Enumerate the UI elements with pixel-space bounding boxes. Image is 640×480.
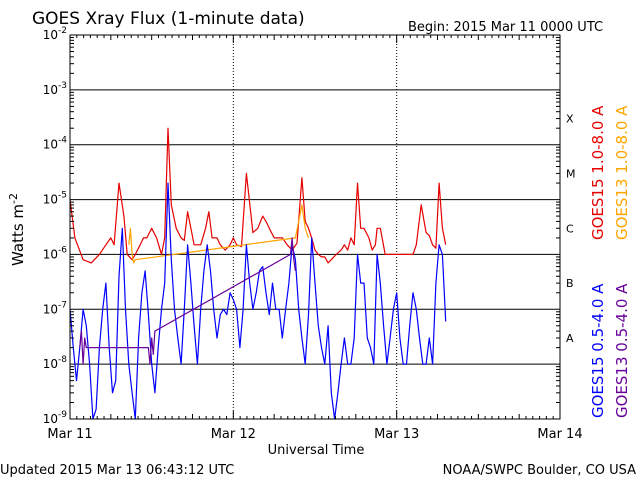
y-tick-label-base: 10 (43, 28, 58, 42)
y-axis-label-text: Watts m (9, 204, 27, 266)
y-tick-label: 10-4 (43, 136, 68, 152)
flare-class-label: M (566, 167, 576, 180)
x-tick-label: Mar 13 (374, 427, 419, 442)
y-tick-label: 10-2 (43, 26, 67, 42)
y-tick-label: 10-5 (43, 191, 67, 207)
x-axis-label: Universal Time (268, 443, 365, 458)
series-line-2 (128, 204, 310, 264)
legend-entry: GOES13 0.5-4.0 A (613, 283, 631, 418)
legend-entry: GOES15 0.5-4.0 A (589, 283, 607, 418)
y-axis-label: Watts m-2 (7, 193, 27, 266)
y-tick-label-exponent: -8 (58, 355, 67, 365)
y-tick-label-exponent: -2 (58, 26, 67, 36)
legend-entry: GOES15 1.0-8.0 A (589, 105, 607, 240)
y-axis-label-exponent: -2 (7, 193, 20, 204)
y-tick-label: 10-8 (43, 355, 68, 371)
x-tick-label: Mar 12 (211, 427, 256, 442)
x-tick-label: Mar 14 (537, 427, 582, 442)
flare-class-label: C (566, 222, 574, 235)
y-tick-label-base: 10 (43, 83, 58, 97)
chart-title: GOES Xray Flux (1-minute data) (32, 9, 305, 29)
y-tick-label-base: 10 (43, 412, 58, 426)
y-tick-label-exponent: -7 (58, 300, 67, 310)
flare-class-label: A (566, 332, 574, 345)
axes (69, 34, 561, 420)
series-layer (69, 127, 447, 420)
plot-frame (69, 34, 561, 420)
y-tick-label-base: 10 (43, 247, 58, 261)
series-line-1 (69, 127, 447, 264)
y-tick-label: 10-3 (43, 81, 67, 97)
flare-class-label: X (566, 113, 574, 126)
y-tick-label-base: 10 (43, 193, 58, 207)
y-tick-label-exponent: -6 (58, 245, 67, 255)
y-tick-label-exponent: -5 (58, 191, 67, 201)
y-tick-label-exponent: -4 (58, 136, 67, 146)
series-line-4 (79, 237, 296, 365)
grid-lines (70, 35, 560, 419)
legend-entry: GOES13 1.0-8.0 A (613, 105, 631, 240)
y-tick-label-exponent: -3 (58, 81, 67, 91)
flare-class-label: B (566, 277, 574, 290)
y-tick-label-base: 10 (43, 357, 58, 371)
y-tick-label-exponent: -9 (58, 410, 67, 420)
begin-date: Begin: 2015 Mar 11 0000 UTC (408, 20, 603, 35)
x-tick-label: Mar 11 (47, 427, 92, 442)
flare-class-labels: A B C M X (566, 113, 576, 345)
series-line-3 (69, 182, 447, 420)
y-tick-label: 10-7 (43, 300, 67, 316)
y-tick-label: 10-9 (43, 410, 68, 426)
y-tick-label: 10-6 (43, 245, 68, 261)
legend: GOES15 1.0-8.0 A GOES13 1.0-8.0 A GOES15 0… (589, 105, 631, 418)
noaa-credit: NOAA/SWPC Boulder, CO USA (443, 463, 636, 478)
y-tick-label-base: 10 (43, 138, 58, 152)
y-tick-label-base: 10 (43, 302, 58, 316)
updated-timestamp: Updated 2015 Mar 13 06:43:12 UTC (0, 463, 234, 478)
